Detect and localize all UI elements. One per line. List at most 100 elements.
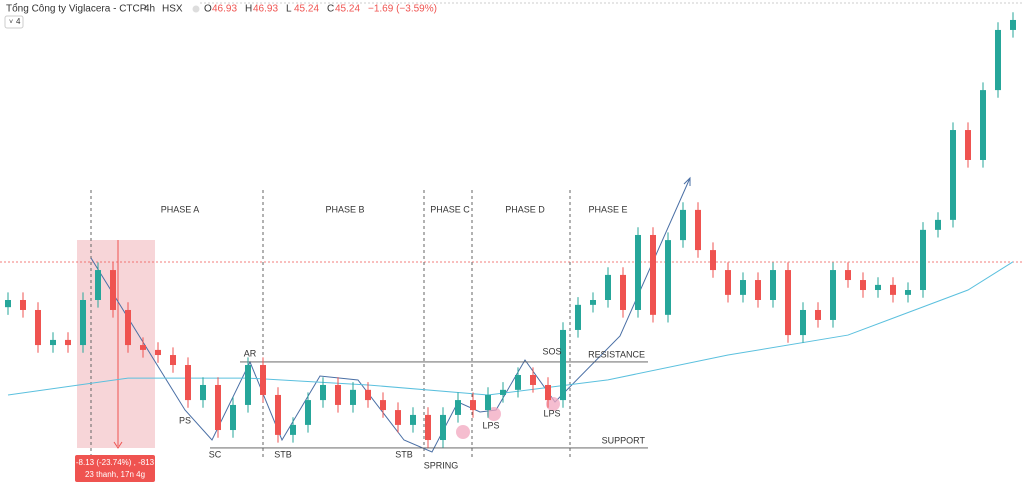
candle-body	[575, 304, 581, 330]
ohlc-value: 46.93	[253, 4, 278, 15]
candle-body	[725, 270, 731, 295]
measure-label-box	[75, 455, 155, 482]
candle-body	[50, 339, 56, 346]
candle-body	[185, 365, 191, 401]
candle-body	[305, 400, 311, 425]
event-label: LPS	[543, 408, 560, 418]
candle-body	[455, 400, 461, 415]
level-label: SUPPORT	[602, 435, 646, 445]
candle-body	[395, 410, 401, 425]
candle-body	[875, 284, 881, 291]
candle-body	[635, 234, 641, 310]
measure-detail: 23 thanh, 17n 4g	[85, 470, 145, 479]
candle-body	[500, 389, 506, 395]
plot: RESISTANCE SUPPORT PHASE A PHASE B PHASE C PH…	[5, 12, 1016, 470]
candle-body	[680, 209, 686, 241]
candle-body	[425, 414, 431, 441]
event-label: AR	[244, 348, 257, 358]
candle-body	[200, 384, 206, 401]
candle-body	[65, 339, 71, 346]
candle-body	[770, 270, 776, 300]
candle-body	[1010, 19, 1016, 30]
candle-body	[5, 299, 11, 308]
candle-body	[485, 394, 491, 411]
candle-body	[215, 384, 221, 431]
status-dot	[192, 5, 200, 13]
candle-body	[965, 130, 971, 160]
ohlc-label: O	[204, 4, 212, 15]
candle-body	[860, 280, 866, 291]
event-label: LPS	[482, 420, 499, 430]
ohlc-label: L	[286, 4, 292, 15]
event-label: SC	[209, 449, 222, 459]
candle-body	[590, 299, 596, 305]
phase-label: PHASE D	[505, 204, 545, 214]
candle-body	[545, 384, 551, 401]
candle-body	[95, 270, 101, 300]
candle-body	[380, 400, 386, 411]
path-arrowhead	[683, 176, 691, 186]
ohlc-value: 46.93	[212, 4, 237, 15]
candle-body	[920, 229, 926, 291]
candle-body	[335, 384, 341, 405]
level-label: RESISTANCE	[588, 349, 645, 359]
candle-body	[170, 355, 176, 366]
candle-body	[830, 270, 836, 320]
candle-body	[695, 209, 701, 251]
candle-body	[530, 374, 536, 385]
candle-body	[785, 270, 791, 336]
ohlc-value: 45.24	[294, 4, 319, 15]
candle-body	[155, 349, 161, 356]
candle-body	[230, 404, 236, 431]
measure-text: -8.13 (-23.74%) , -813	[76, 458, 155, 467]
candle-body	[245, 365, 251, 405]
candle-body	[710, 250, 716, 271]
candle-body	[755, 280, 761, 300]
candle-body	[980, 90, 986, 160]
candle-body	[605, 274, 611, 300]
event-label: STB	[395, 449, 413, 459]
phase-label: PHASE B	[325, 204, 364, 214]
candle-body	[650, 234, 656, 315]
candle-body	[665, 240, 671, 315]
measure-arrowhead	[113, 441, 123, 449]
candle-body	[365, 389, 371, 401]
candle-body	[620, 274, 626, 310]
ohlc-label: H	[245, 4, 252, 15]
candle-body	[515, 374, 521, 390]
wyckoff-path	[90, 177, 691, 453]
event-label: STB	[274, 449, 292, 459]
candle-body	[935, 219, 941, 230]
phase-label: PHASE C	[430, 204, 470, 214]
candle-body	[275, 394, 281, 435]
candle-body	[110, 270, 116, 310]
candle-body	[995, 29, 1001, 91]
exchange: HSX	[162, 4, 183, 15]
symbol: Tổng Công ty Viglacera - CTCP	[6, 3, 147, 15]
interval: 4h	[144, 4, 155, 15]
candle-body	[80, 299, 86, 346]
indicator-toggle[interactable]	[4, 15, 24, 29]
event-label: SOS	[542, 346, 561, 356]
phase-label: PHASE E	[588, 204, 627, 214]
candle-body	[260, 365, 266, 395]
candle-body	[350, 389, 356, 405]
candle-body	[890, 284, 896, 295]
candle-body	[905, 290, 911, 295]
candle-body	[125, 309, 131, 346]
candle-body	[560, 329, 566, 401]
candle-body	[35, 309, 41, 346]
phase-label: PHASE A	[161, 204, 200, 214]
candle-body	[440, 414, 446, 441]
event-label: SPRING	[424, 460, 459, 470]
candle-body	[20, 299, 26, 310]
candle-body	[740, 280, 746, 295]
candle-body	[290, 424, 296, 435]
candle-body	[950, 130, 956, 220]
candle-body	[800, 309, 806, 336]
indicator-count: 4	[16, 17, 21, 26]
phase-dividers	[90, 190, 571, 460]
chevron: ˅	[9, 19, 13, 26]
lps-markers	[456, 397, 560, 439]
